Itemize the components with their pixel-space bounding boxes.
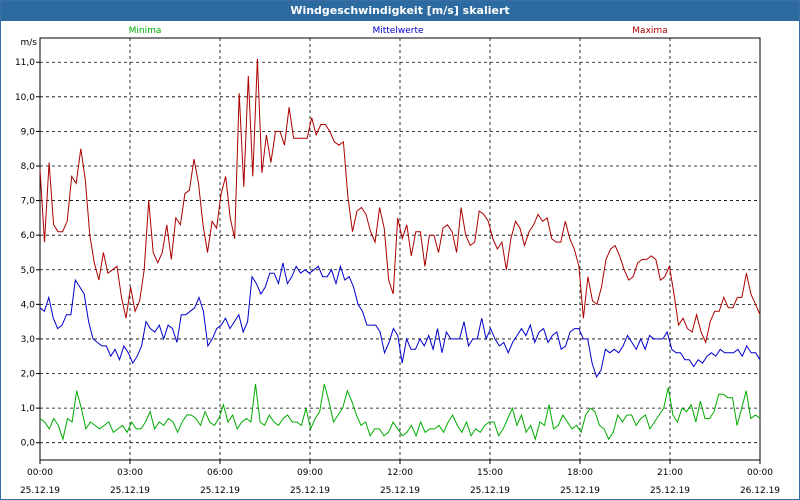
plot-frame bbox=[39, 37, 761, 461]
x-tick-time: 18:00 bbox=[567, 468, 593, 478]
y-tick-label: 2,0 bbox=[21, 370, 36, 380]
x-tick-time: 15:00 bbox=[477, 468, 503, 478]
x-tick-date: 26.12.19 bbox=[740, 486, 780, 496]
y-tick-label: 7,0 bbox=[21, 197, 36, 207]
x-tick-date: 25.12.19 bbox=[560, 486, 600, 496]
x-tick-time: 06:00 bbox=[207, 468, 233, 478]
series-layer bbox=[39, 58, 761, 442]
x-tick-date: 25.12.19 bbox=[200, 486, 240, 496]
legend-minima: Minima bbox=[129, 26, 162, 36]
legend-maxima: Maxima bbox=[632, 26, 667, 36]
x-tick-time: 00:00 bbox=[747, 468, 773, 478]
x-tick-time: 00:00 bbox=[27, 468, 53, 478]
y-tick-label: 4,0 bbox=[21, 300, 36, 310]
y-axis-label: m/s bbox=[21, 38, 38, 48]
y-tick-label: 0,0 bbox=[21, 439, 36, 449]
x-tick-date: 25.12.19 bbox=[290, 486, 330, 496]
y-tick-label: 8,0 bbox=[21, 162, 36, 172]
y-tick-label: 5,0 bbox=[21, 266, 36, 276]
legend-mittelwerte: Mittelwerte bbox=[372, 26, 423, 36]
x-tick-date: 25.12.19 bbox=[110, 486, 150, 496]
series-line-maxima bbox=[39, 58, 761, 345]
grid bbox=[36, 38, 761, 464]
label-layer: 0,0 1,0 2,0 3,0 4,0 5,0 6,0 7,0 8,0 9,0 10,0 11,0 m/… bbox=[15, 26, 780, 496]
x-tick-date: 25.12.19 bbox=[20, 486, 60, 496]
y-tick-label: 1,0 bbox=[21, 404, 36, 414]
series-line-minima bbox=[39, 383, 761, 442]
x-tick-time: 12:00 bbox=[387, 468, 413, 478]
series-line-mittelwerte bbox=[39, 262, 761, 379]
x-tick-time: 03:00 bbox=[117, 468, 143, 478]
y-tick-label: 3,0 bbox=[21, 335, 36, 345]
x-tick-time: 21:00 bbox=[657, 468, 683, 478]
x-tick-time: 09:00 bbox=[297, 468, 323, 478]
wind-speed-chart: 0,0 1,0 2,0 3,0 4,0 5,0 6,0 7,0 8,0 9,0 10,0 11,0 m/… bbox=[15, 26, 780, 496]
window-title: Windgeschwindigkeit [m/s] skaliert bbox=[1, 1, 799, 21]
x-tick-date: 25.12.19 bbox=[470, 486, 510, 496]
x-tick-date: 25.12.19 bbox=[380, 486, 420, 496]
y-tick-label: 11,0 bbox=[15, 58, 35, 68]
x-tick-date: 25.12.19 bbox=[650, 486, 690, 496]
y-tick-label: 10,0 bbox=[15, 93, 35, 103]
y-tick-label: 9,0 bbox=[21, 127, 36, 137]
y-tick-label: 6,0 bbox=[21, 231, 36, 241]
